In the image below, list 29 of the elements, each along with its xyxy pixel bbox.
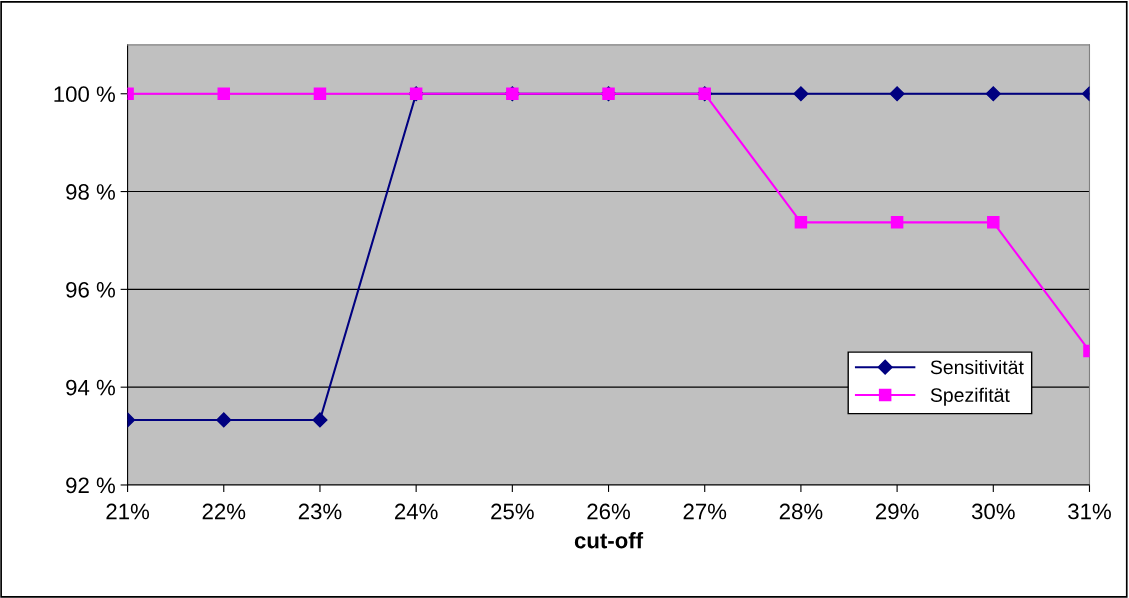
x-tick-label: 24%	[395, 503, 438, 520]
x-tick-label: 25%	[491, 503, 534, 520]
point	[794, 216, 808, 229]
point	[312, 412, 328, 428]
x-tick-label: 23%	[298, 503, 342, 520]
x-tick-label: 22%	[202, 503, 246, 520]
x-tick-label: 26%	[587, 503, 630, 520]
y-tick-label: 92 %	[66, 477, 115, 494]
point	[890, 216, 904, 229]
x-tick-label: 29%	[875, 503, 919, 520]
y-tick-label: 94 %	[66, 379, 115, 396]
point	[793, 86, 809, 102]
y-tick-label: 96 %	[66, 281, 115, 298]
x-tick-label: 27%	[683, 503, 727, 520]
point	[313, 87, 327, 101]
x-tick-label: 28%	[779, 503, 823, 520]
y-tick-label: 98 %	[66, 184, 115, 200]
point	[217, 87, 231, 101]
point	[985, 86, 1001, 102]
point	[889, 86, 905, 102]
legend-label: Sensitivität	[930, 359, 1024, 375]
x-tick-label: 30%	[971, 503, 1015, 520]
point	[987, 216, 1000, 229]
x-tick-label: 21%	[106, 503, 150, 520]
legend-label: Spezifität	[930, 387, 1010, 406]
y-tick-label: 100 %	[54, 86, 115, 103]
point	[216, 412, 232, 428]
x-axis-title: cut-off	[574, 532, 644, 549]
x-tick-label: 31%	[1068, 503, 1111, 520]
